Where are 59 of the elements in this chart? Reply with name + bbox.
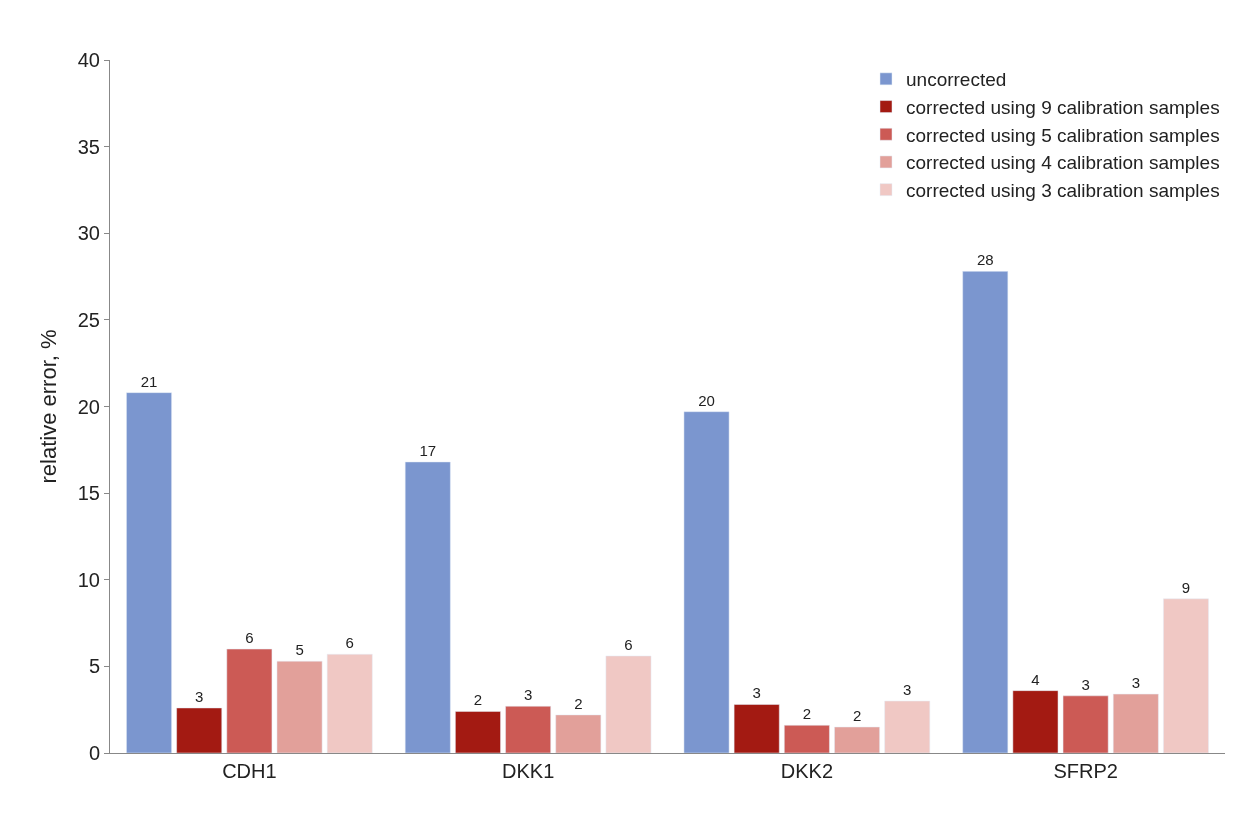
bar [1112, 693, 1159, 753]
data-label: 9 [1181, 578, 1191, 596]
legend-label: corrected using 9 calibration samples [906, 96, 1220, 118]
bar [1062, 695, 1109, 753]
data-label: 3 [523, 686, 533, 704]
bar [733, 704, 780, 753]
data-label: 2 [473, 691, 483, 709]
y-axis-title: relative error, % [35, 329, 61, 484]
bar [1012, 690, 1059, 753]
bar [226, 648, 273, 753]
data-label: 2 [574, 694, 583, 712]
data-label: 21 [140, 372, 158, 390]
y-tick-label: 5 [88, 655, 100, 678]
data-label: 20 [698, 391, 715, 409]
data-label: 3 [195, 687, 204, 705]
data-label: 6 [345, 634, 354, 652]
bar [326, 654, 373, 753]
bar [834, 726, 880, 753]
bar [126, 392, 172, 753]
y-tick-label: 35 [77, 135, 100, 158]
x-tick-label: DKK2 [780, 760, 834, 782]
legend-label: corrected using 4 calibration samples [906, 152, 1220, 174]
legend-label: uncorrected [906, 69, 1007, 91]
bar [683, 411, 730, 753]
bar [962, 271, 1009, 753]
bar [176, 707, 223, 753]
bar [404, 461, 451, 753]
y-tick-label: 30 [77, 222, 100, 245]
y-tick-label: 40 [77, 49, 100, 71]
y-tick-label: 10 [77, 568, 100, 591]
bar [555, 714, 602, 753]
data-label: 3 [903, 681, 912, 699]
data-label: 2 [802, 705, 812, 723]
x-tick-label: DKK1 [502, 760, 555, 782]
data-label: 3 [1131, 674, 1140, 692]
legend-label: corrected using 5 calibration samples [906, 124, 1220, 146]
data-label: 3 [1081, 675, 1090, 693]
data-label: 4 [1031, 670, 1040, 688]
data-label: 6 [245, 629, 254, 647]
x-tick-label: SFRP2 [1053, 760, 1118, 782]
bar [884, 700, 931, 753]
data-label: 28 [976, 251, 994, 269]
bar [505, 705, 551, 753]
y-tick-label: 25 [77, 308, 100, 331]
data-label: 17 [419, 441, 437, 459]
legend-label: corrected using 3 calibration samples [906, 180, 1220, 202]
data-label: 6 [624, 635, 633, 653]
data-label: 3 [752, 684, 761, 702]
y-tick-label: 15 [77, 482, 100, 505]
data-label: 5 [295, 641, 304, 659]
data-label: 2 [852, 707, 862, 725]
bar [276, 660, 323, 753]
bar [605, 655, 652, 753]
bar [1163, 598, 1209, 753]
y-tick-label: 0 [88, 742, 100, 764]
bar [784, 725, 830, 753]
y-tick-label: 20 [77, 395, 100, 418]
bar [455, 711, 501, 753]
x-tick-label: CDH1 [222, 760, 277, 782]
